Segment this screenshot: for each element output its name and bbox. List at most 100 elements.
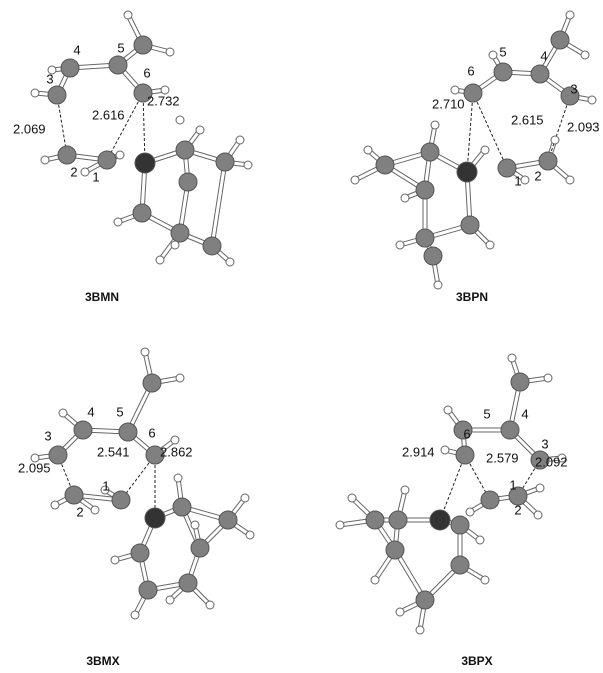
hydrogen-atom (451, 86, 459, 94)
hydrogen-atom (241, 494, 249, 502)
atom-number: 5 (499, 44, 506, 59)
atom-number: 1 (92, 169, 99, 184)
carbon-atom (58, 146, 76, 164)
panel-label: 3BPN (456, 290, 488, 304)
panel-label: 3BMX (86, 654, 119, 668)
carbon-atom (464, 84, 482, 102)
hydrogen-atom (364, 146, 372, 154)
hydrogen-atom (141, 348, 149, 356)
hydrogen-atom (566, 11, 574, 19)
hydrogen-atom (244, 161, 252, 169)
metal-atom (430, 510, 450, 530)
carbon-atom (203, 237, 221, 255)
metal-atom (135, 153, 155, 173)
distance-label: 2.579 (486, 450, 519, 465)
distance-label: 2.914 (402, 444, 435, 459)
carbon-atom (191, 539, 209, 557)
distance-label: 2.615 (511, 112, 544, 127)
hydrogen-atom (116, 151, 124, 159)
atom-number: 2 (76, 504, 83, 519)
hydrogen-atom (81, 168, 89, 176)
hydrogen-atom (371, 576, 379, 584)
atom-number: 1 (509, 477, 516, 492)
atom-number: 5 (483, 406, 490, 421)
carbon-atom (48, 86, 66, 104)
hydrogen-atom (91, 506, 99, 514)
distance-label: 2.092 (535, 454, 568, 469)
carbon-atom (424, 247, 442, 265)
distance-label: 2.862 (160, 444, 193, 459)
hydrogen-atom (481, 576, 489, 584)
hydrogen-atom (171, 436, 179, 444)
hydrogen-atom (476, 536, 484, 544)
hydrogen-atom (566, 176, 574, 184)
hydrogen-atom (486, 241, 494, 249)
carbon-atom (376, 156, 394, 174)
hydrogen-atom (51, 501, 59, 509)
carbon-atom (119, 423, 137, 441)
carbon-atom (179, 574, 197, 592)
carbon-atom (109, 56, 127, 74)
hydrogen-atom (176, 116, 184, 124)
distance-line (143, 93, 145, 163)
atom-number: 5 (116, 404, 123, 419)
carbon-atom (133, 204, 151, 222)
carbon-atom (74, 421, 92, 439)
hydrogen-atom (396, 241, 404, 249)
carbon-atom (176, 141, 194, 159)
hydrogen-atom (131, 611, 139, 619)
hydrogen-atom (166, 48, 174, 56)
atom-number: 2 (534, 168, 541, 183)
atom-number: 2 (514, 502, 521, 517)
carbon-atom (498, 159, 516, 177)
carbon-atom (216, 153, 234, 171)
hydrogen-atom (236, 136, 244, 144)
hydrogen-atom (466, 508, 474, 516)
distance-line (467, 93, 473, 172)
distance-line (107, 93, 143, 160)
carbon-atom (139, 581, 157, 599)
panel-label: 3BPX (461, 654, 492, 668)
hydrogen-atom (124, 11, 132, 19)
metal-atom (145, 508, 165, 528)
hydrogen-atom (416, 626, 424, 634)
distance-label: 2.093 (567, 119, 600, 134)
carbon-atom (416, 591, 434, 609)
carbon-atom (173, 498, 191, 516)
atom-number: 3 (44, 428, 51, 443)
molecule-panel: 3456212.0952.5412.8623BMX (18, 348, 254, 668)
hydrogen-atom (196, 126, 204, 134)
hydrogen-atom (489, 51, 497, 59)
distance-label: 2.710 (432, 96, 465, 111)
distance-label: 2.732 (147, 93, 180, 108)
hydrogen-atom (348, 494, 356, 502)
atom-number: 3 (570, 81, 577, 96)
hydrogen-atom (536, 484, 544, 492)
molecule-panel: 6543122.9142.5792.0923BPX (336, 354, 568, 668)
carbon-atom (98, 151, 116, 169)
panel-label: 3BMN (85, 290, 119, 304)
hydrogen-atom (401, 486, 409, 494)
atom-number: 4 (521, 406, 528, 421)
carbon-atom (134, 36, 152, 54)
hydrogen-atom (396, 608, 404, 616)
carbon-atom (539, 152, 557, 170)
carbon-atom (451, 516, 469, 534)
carbon-atom (112, 491, 130, 509)
bond (212, 162, 225, 246)
hydrogen-atom (551, 136, 559, 144)
hydrogen-atom (508, 354, 516, 362)
hydrogen-atom (441, 446, 449, 454)
distance-label: 2.095 (18, 460, 51, 475)
carbon-atom (416, 181, 434, 199)
atom-number: 4 (540, 48, 547, 63)
hydrogen-atom (176, 374, 184, 382)
hydrogen-atom (534, 511, 542, 519)
hydrogen-atom (588, 96, 596, 104)
atom-number: 6 (467, 63, 474, 78)
carbon-atom (386, 541, 404, 559)
hydrogen-atom (246, 531, 254, 539)
hydrogen-atom (206, 601, 214, 609)
hydrogen-atom (544, 374, 552, 382)
